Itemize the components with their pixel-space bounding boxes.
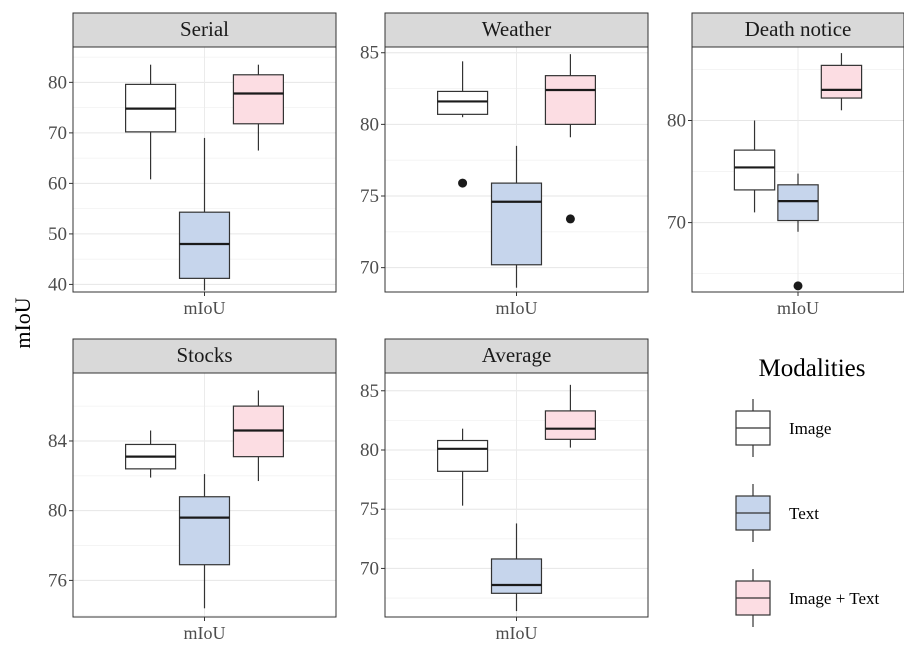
facet-plot-area-stocks: [73, 373, 336, 617]
legend-label-text: Text: [789, 504, 819, 523]
x-tick-label: mIoU: [184, 298, 226, 318]
box-body-image: [437, 439, 489, 472]
box-body-text: [777, 184, 819, 222]
facet-weather: Weather 70 75 80 85 mIoU: [360, 12, 649, 318]
y-tick-label: 70: [360, 258, 379, 279]
outlier-point-text: [793, 281, 803, 291]
legend-item-image-text: Image + Text: [735, 569, 879, 627]
y-tick-label: 75: [360, 499, 379, 520]
y-tick-label: 70: [48, 123, 67, 144]
legend-item-image: Image: [735, 399, 831, 457]
y-tick-label: 80: [360, 440, 379, 461]
box-text: [490, 523, 543, 612]
facet-plot-area-weather: [385, 47, 648, 292]
y-tick-label: 50: [48, 224, 67, 245]
facet-strip-weather: [384, 12, 649, 48]
box-image-text: [820, 53, 863, 111]
facet-strip-death-notice: [691, 12, 904, 48]
box-image: [733, 120, 776, 213]
y-tick-label: 80: [48, 501, 67, 522]
box-body-image-text: [544, 75, 596, 125]
box-body-image-text: [232, 74, 284, 125]
box-text: [178, 474, 231, 609]
facet-strip-stocks: [72, 338, 337, 374]
box-body-image: [733, 149, 776, 191]
facet-average: Average 70 75 80 85 mIoU: [360, 338, 649, 643]
y-tick-label: 80: [360, 114, 379, 135]
facet-plot-area-death-notice: [692, 47, 904, 292]
box-image: [124, 64, 177, 180]
box-body-image-text: [544, 410, 596, 440]
box-body-text: [490, 182, 543, 266]
facet-stocks: Stocks 76 80 84 mIoU: [48, 338, 337, 643]
y-tick-label: 60: [48, 173, 67, 194]
box-image-text: [544, 54, 596, 224]
facet-plot-area-average: [385, 373, 648, 617]
legend-label-image: Image: [789, 419, 831, 438]
facet-plot-area-serial: [73, 47, 336, 292]
y-tick-label: 80: [48, 72, 67, 93]
box-image: [437, 428, 489, 506]
facet-title-average: Average: [482, 343, 552, 367]
facet-panels: Serial4050607080mIoUWeather70758085mIoUD…: [48, 12, 904, 643]
y-tick-label: 76: [48, 570, 67, 591]
y-tick-label: 70: [667, 213, 686, 234]
outlier-point-image: [458, 178, 468, 188]
facet-title-stocks: Stocks: [176, 343, 232, 367]
box-body-image-text: [820, 64, 863, 99]
y-axis-label: mIoU: [10, 297, 35, 348]
legend: Modalities Image Text Image + Text: [735, 355, 879, 627]
y-tick-label: 70: [360, 558, 379, 579]
legend-label-image-text: Image + Text: [789, 589, 879, 608]
facet-title-death-notice: Death notice: [745, 17, 852, 41]
outlier-point-image-text: [565, 214, 575, 224]
legend-keys: Image Text Image + Text: [735, 399, 879, 627]
box-body-image: [437, 90, 489, 115]
box-text: [178, 137, 231, 291]
x-tick-label: mIoU: [777, 298, 819, 318]
box-text: [777, 173, 819, 291]
box-image-text: [232, 390, 284, 482]
box-image: [124, 430, 177, 478]
legend-title: Modalities: [759, 355, 866, 382]
box-body-text: [178, 496, 231, 566]
box-image-text: [544, 384, 596, 448]
facet-strip-average: [384, 338, 649, 374]
y-tick-label: 75: [360, 186, 379, 207]
facet-title-serial: Serial: [180, 17, 229, 41]
facet-serial: Serial 40 50 60 70 80 mIoU: [48, 12, 337, 318]
box-body-text: [178, 211, 231, 279]
y-tick-label: 80: [667, 111, 686, 132]
box-image-text: [232, 64, 284, 151]
facet-strip-serial: [72, 12, 337, 48]
y-tick-label: 85: [360, 381, 379, 402]
facet-death-notice: Death notice 70 80 mIoU: [667, 12, 904, 318]
box-text: [490, 145, 543, 288]
y-tick-label: 84: [48, 431, 68, 452]
y-tick-label: 40: [48, 274, 67, 295]
x-tick-label: mIoU: [184, 623, 226, 643]
legend-item-text: Text: [735, 484, 819, 542]
facet-title-weather: Weather: [482, 17, 551, 41]
x-tick-label: mIoU: [496, 298, 538, 318]
x-tick-label: mIoU: [496, 623, 538, 643]
y-tick-label: 85: [360, 43, 379, 64]
box-image: [437, 61, 489, 188]
box-body-text: [490, 558, 543, 594]
